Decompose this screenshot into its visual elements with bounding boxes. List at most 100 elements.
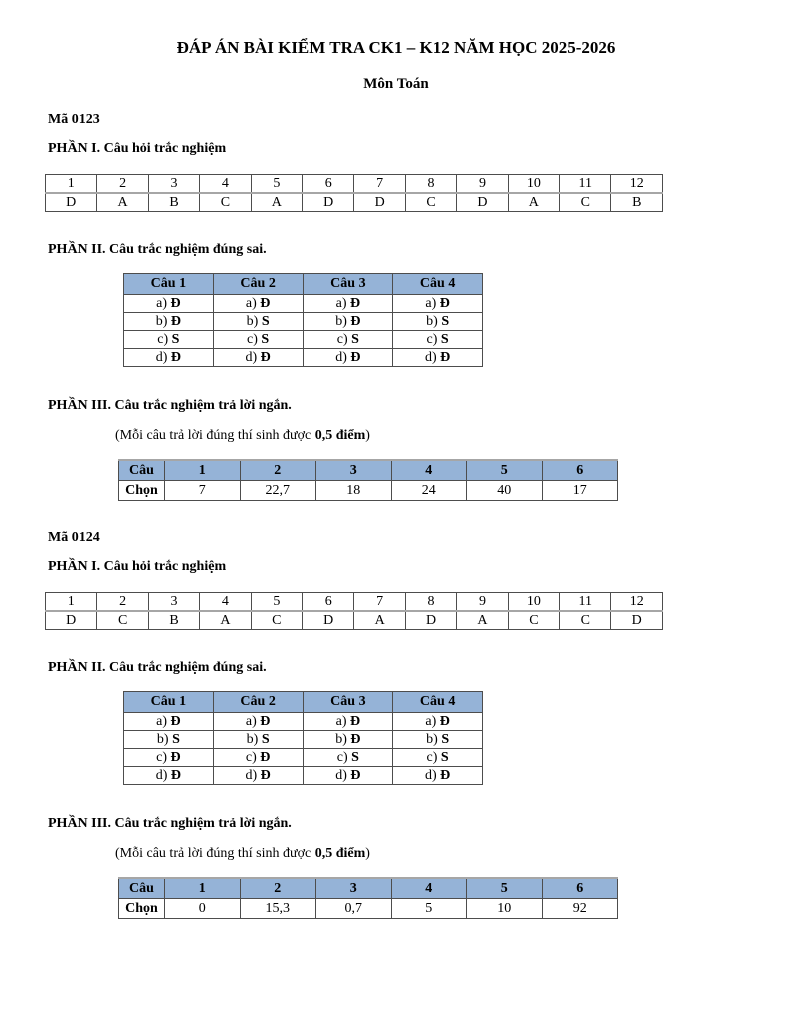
tf-answer-cell: c) S [392,330,483,349]
short-answer-value: 0,7 [315,898,392,919]
tf-option-label: d) [335,767,351,783]
mc-answer-cell: C [559,192,612,212]
tf-option-label: b) [426,313,442,329]
document-title: ĐÁP ÁN BÀI KIỂM TRA CK1 – K12 NĂM HỌC 20… [176,38,616,57]
tf-option-label: a) [425,295,440,311]
short-corner-header: Câu [118,877,165,899]
mc-answer-cell: A [250,192,304,212]
short-answer-value: 7 [164,480,241,501]
mc-answer-cell: C [96,610,149,630]
tf-answer-cell: c) S [392,748,483,767]
tf-answer-value: S [261,331,270,347]
tf-option-label: c) [247,331,262,347]
tf-column-header: Câu 3 [302,273,394,295]
tf-answer-value: S [441,313,450,329]
mc-answer-cell: C [559,610,612,630]
mc-answer-cell: C [507,610,561,630]
tf-option-label: b) [426,731,442,747]
mc-answer-cell: B [147,610,201,630]
mc-number-row: 1 2 3 4 5 6 7 8 9 10 11 12 [44,174,663,194]
mc-answer-cell: D [456,192,509,212]
tf-answer-cell: b) S [392,730,483,749]
tf-answer-cell: a) Đ [212,294,304,313]
tf-option-label: a) [245,713,261,729]
short-answer-value: 24 [390,480,467,501]
tf-answer-value: Đ [170,295,181,311]
short-question-number: 5 [466,877,543,899]
tf-answer-cell: c) Đ [123,748,214,767]
tf-option-label: b) [335,731,351,747]
mc-answer-cell: D [44,610,98,630]
tf-answer-value: Đ [350,313,361,329]
mc-question-number: 2 [96,592,149,612]
tf-answer-cell: c) S [212,330,304,349]
tf-answer-value: Đ [350,349,361,365]
document-subtitle: Môn Toán [363,76,429,92]
short-question-number: 3 [315,877,392,899]
tf-answer-cell: c) S [302,748,394,767]
tf-answer-cell: c) S [123,330,214,349]
tf-answer-cell: b) S [123,730,214,749]
tf-option-label: c) [336,749,352,765]
tf-column-header: Câu 3 [302,691,394,713]
part1-heading: PHẦN I. Câu hỏi trắc nghiệm [48,559,227,574]
mc-answer-cell: D [302,610,355,630]
short-answer-value: 15,3 [239,898,316,919]
mc-question-number: 11 [559,174,612,194]
scoring-note: (Mỗi câu trả lời đúng thí sinh được 0,5 … [115,846,744,862]
mc-question-number: 5 [250,592,304,612]
tf-option-label: a) [335,295,350,311]
tf-answer-value: S [261,313,270,329]
tf-option-label: a) [245,295,261,311]
mc-question-number: 3 [147,174,201,194]
tf-option-label: c) [426,749,441,765]
tf-column-header: Câu 2 [212,691,304,713]
mc-question-number: 3 [147,592,201,612]
mc-answer-cell: C [199,192,252,212]
short-question-number: 2 [239,459,316,481]
tf-option-label: b) [246,731,262,747]
tf-answer-cell: b) Đ [302,312,394,331]
mc-answer-cell: A [96,192,149,212]
tf-option-label: c) [245,749,261,765]
scoring-note-points: 0,5 điểm [314,846,366,861]
tf-option-label: d) [335,349,351,365]
tf-column-header: Câu 1 [123,273,214,295]
mc-answer-cell: D [610,610,663,630]
mc-number-row: 1 2 3 4 5 6 7 8 9 10 11 12 [44,592,663,612]
tf-answer-cell: a) Đ [392,294,483,313]
exam-code: Mã 0124 [48,530,100,545]
mc-answer-cell: A [199,610,252,630]
short-question-number: 6 [541,459,618,481]
tf-answer-cell: c) Đ [212,748,304,767]
tf-answer-value: S [351,331,359,347]
short-question-number: 5 [466,459,543,481]
tf-answer-cell: d) Đ [212,766,304,785]
short-question-number: 1 [164,877,241,899]
short-question-number: 3 [315,459,392,481]
short-answer-table: Câu 1 2 3 4 5 6 Chọn 7 22,7 18 24 40 17 [118,459,618,501]
tf-answer-value: Đ [260,749,271,765]
mc-answer-cell: A [507,192,561,212]
tf-answer-cell: b) Đ [123,312,214,331]
tf-answer-value: Đ [170,713,181,729]
tf-answer-value: Đ [260,295,271,311]
tf-option-label: a) [335,713,350,729]
tf-answer-value: S [172,731,180,747]
tf-option-label: a) [156,713,171,729]
tf-answer-cell: b) S [212,730,304,749]
part3-heading: PHẦN III. Câu trắc nghiệm trả lời ngắn. [48,816,292,831]
scoring-note: (Mỗi câu trả lời đúng thí sinh được 0,5 … [115,428,744,444]
short-question-number: 4 [390,459,467,481]
scoring-note-suffix: ) [365,428,370,443]
